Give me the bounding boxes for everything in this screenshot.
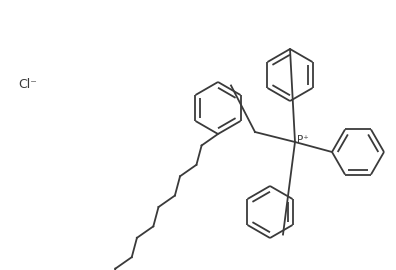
Text: Cl⁻: Cl⁻ (19, 79, 38, 92)
Text: P⁺: P⁺ (297, 135, 309, 145)
